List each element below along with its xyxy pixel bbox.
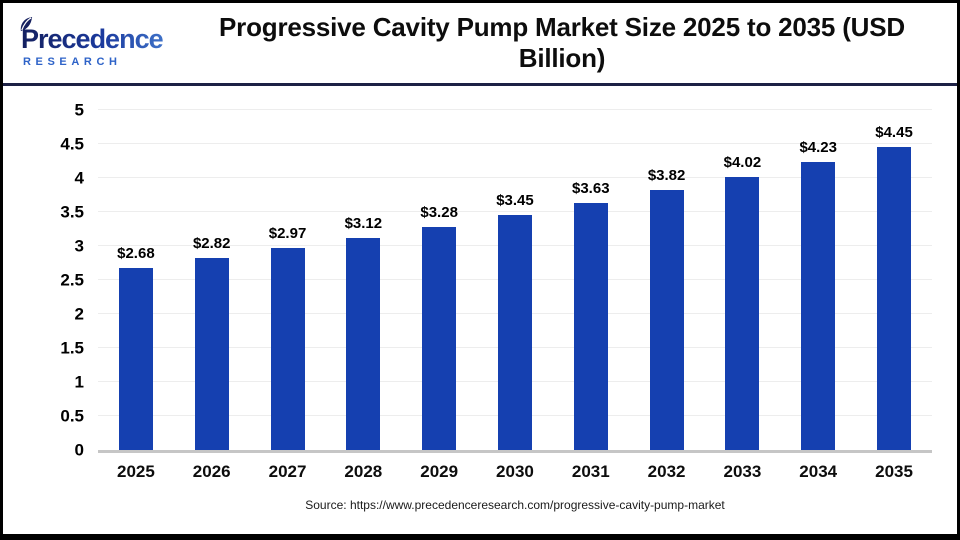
y-axis-tick-label: 5 <box>74 100 84 120</box>
y-axis-tick-label: 0 <box>74 440 84 460</box>
y-axis-tick-label: 1 <box>74 372 84 392</box>
x-axis-labels: 2025 2026 2027 2028 2029 2030 2031 2032 2033 2034… <box>98 462 932 482</box>
x-axis-tick-label: 2028 <box>344 462 383 481</box>
x-axis-tick-label: 2030 <box>496 462 534 481</box>
y-axis-tick-label: 0.5 <box>60 406 84 426</box>
gridline <box>98 143 932 144</box>
x-axis-tick-label: 2029 <box>420 462 459 481</box>
bar-column-2029: $3.28 <box>401 110 477 450</box>
bar-value-label: $2.68 <box>117 244 155 262</box>
bar-2028 <box>346 237 381 450</box>
header-divider <box>3 83 957 86</box>
logo-subtitle: RESEARCH <box>23 56 122 68</box>
bar-2031 <box>573 203 608 450</box>
bar-value-label: $2.97 <box>268 225 307 243</box>
x-axis-tick-label: 2027 <box>268 462 307 481</box>
bar-value-label: $4.45 <box>875 124 913 142</box>
bar-column-2027: $2.97 <box>250 110 326 450</box>
bar-value-label: $4.23 <box>799 139 837 157</box>
bar-2026 <box>194 258 229 450</box>
bar-value-label: $3.63 <box>572 180 610 198</box>
logo-wordmark: Precedence <box>19 24 187 55</box>
bar-2033 <box>725 176 760 450</box>
bar-column-2033: $4.02 <box>705 110 781 450</box>
y-axis-tick-label: 2.5 <box>60 270 84 290</box>
gridline <box>98 177 932 178</box>
leaf-icon <box>19 16 34 38</box>
y-axis-tick-label: 3.5 <box>60 202 84 222</box>
plot-area: 0 0.5 1 1.5 2 2.5 3 3.5 4 4.5 5 $2.68 $2.82 $2.97 $3.1… <box>60 102 932 459</box>
y-axis-tick-label: 3 <box>74 236 84 256</box>
bar-value-label: $3.45 <box>496 192 534 210</box>
source-caption: Source: https://www.precedenceresearch.c… <box>305 498 725 512</box>
chart-title: Progressive Cavity Pump Market Size 2025… <box>219 12 905 73</box>
bar-column-2034: $4.23 <box>780 110 856 450</box>
bar-column-2032: $3.82 <box>629 110 705 450</box>
bar-column-2030: $3.45 <box>477 110 553 450</box>
bar-2029 <box>422 226 457 450</box>
header: Precedence RESEARCH Progressive Cavity P… <box>3 3 957 83</box>
bar-2025 <box>118 267 153 450</box>
x-axis-tick-label: 2026 <box>192 462 231 481</box>
chart-area: 0 0.5 1 1.5 2 2.5 3 3.5 4 4.5 5 $2.68 $2.82 $2.97 $3.1… <box>3 86 957 534</box>
bar-column-2025: $2.68 <box>98 110 174 450</box>
gridline <box>98 211 932 212</box>
y-axis-tick-label: 4.5 <box>60 134 84 154</box>
x-axis-tick-label: 2025 <box>116 462 155 481</box>
bar-value-label: $4.02 <box>723 153 762 171</box>
x-axis-tick-label: 2035 <box>875 462 913 481</box>
bar-value-label: $2.82 <box>192 235 231 253</box>
x-axis-tick-label: 2032 <box>647 462 686 481</box>
y-axis-tick-label: 2 <box>74 304 84 324</box>
gridline <box>98 109 932 110</box>
x-axis-tick-label: 2034 <box>799 462 838 481</box>
bar-column-2028: $3.12 <box>325 110 401 450</box>
y-axis-tick-label: 1.5 <box>60 338 84 358</box>
bar-value-label: $3.28 <box>420 203 458 221</box>
bar-2034 <box>801 162 836 450</box>
bar-2030 <box>497 215 532 450</box>
x-axis-tick-label: 2031 <box>571 462 610 481</box>
bar-column-2026: $2.82 <box>174 110 250 450</box>
bar-value-label: $3.82 <box>647 167 686 185</box>
bars-row: $2.68 $2.82 $2.97 $3.12 $3.28 $3.45 $3.63 $3.82… <box>98 110 932 450</box>
y-axis-tick-label: 4 <box>74 168 84 188</box>
precedence-research-logo: Precedence RESEARCH <box>19 16 187 68</box>
bar-2032 <box>649 190 684 450</box>
bar-value-label: $3.12 <box>344 214 383 232</box>
bar-column-2031: $3.63 <box>553 110 629 450</box>
bar-column-2035: $4.45 <box>856 110 932 450</box>
bar-2035 <box>877 147 912 450</box>
x-axis-tick-label: 2033 <box>723 462 762 481</box>
bar-2027 <box>270 248 305 450</box>
